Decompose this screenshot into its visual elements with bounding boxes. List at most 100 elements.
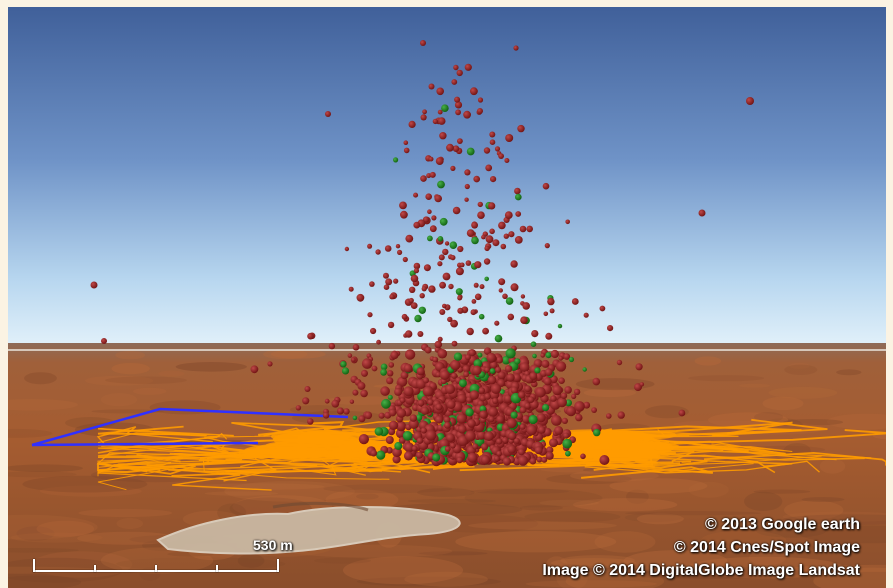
red-point-1224 — [508, 431, 517, 441]
red-point-95 — [464, 183, 470, 190]
red-point-1230 — [541, 456, 548, 463]
red-point-16 — [428, 285, 436, 293]
red-point-1240 — [420, 40, 426, 46]
red-point-1197 — [484, 431, 494, 442]
green-point-168 — [341, 367, 350, 375]
red-point-264 — [347, 353, 353, 358]
green-point-862 — [374, 427, 384, 436]
earth-3d-scene[interactable] — [8, 7, 886, 588]
red-point-150 — [617, 411, 625, 419]
red-point-125 — [304, 386, 311, 392]
red-point-1186 — [481, 443, 489, 451]
scale-bar — [33, 559, 279, 573]
red-point-102 — [498, 221, 506, 230]
red-point-794 — [388, 408, 397, 417]
red-point-1237 — [457, 424, 467, 434]
red-point-128 — [424, 346, 432, 354]
red-point-165 — [452, 206, 461, 215]
sky — [8, 7, 886, 347]
red-point-155 — [583, 401, 591, 409]
red-point-210 — [395, 244, 401, 249]
red-point-1126 — [519, 406, 527, 414]
red-point-1049 — [517, 455, 529, 466]
red-point-74 — [410, 274, 419, 283]
red-point-54 — [376, 339, 381, 345]
red-point-304 — [466, 327, 474, 336]
red-point-482 — [564, 386, 572, 394]
red-point-45 — [678, 409, 686, 417]
red-point-667 — [555, 361, 567, 372]
red-point-181 — [484, 245, 490, 252]
red-point-905 — [385, 436, 394, 444]
red-point-243 — [459, 262, 465, 268]
green-point-301 — [582, 367, 587, 372]
red-point-291 — [477, 108, 483, 114]
green-point-194 — [427, 235, 433, 242]
red-point-937 — [484, 367, 490, 373]
red-point-959 — [388, 420, 399, 430]
red-point-260 — [439, 281, 446, 289]
red-point-1059 — [488, 407, 498, 417]
red-point-307 — [456, 69, 463, 77]
red-point-235 — [451, 340, 458, 347]
red-point-1168 — [472, 365, 482, 376]
red-point-196 — [483, 258, 491, 265]
red-point-1225 — [496, 438, 503, 445]
red-point-50 — [485, 235, 494, 244]
red-point-193 — [545, 332, 553, 340]
red-point-222 — [540, 353, 545, 358]
red-point-215 — [250, 365, 259, 374]
red-point-94 — [349, 399, 355, 404]
green-point-208 — [393, 157, 399, 163]
red-point-1172 — [403, 386, 414, 397]
red-point-7 — [474, 293, 482, 301]
red-point-985 — [490, 361, 498, 369]
green-point-90 — [466, 147, 475, 156]
red-point-145 — [474, 261, 482, 269]
red-point-1134 — [445, 433, 455, 443]
red-point-186 — [399, 201, 407, 210]
red-point-1102 — [554, 426, 564, 435]
red-point-1218 — [467, 419, 476, 428]
red-point-286 — [447, 316, 453, 323]
red-point-1002 — [390, 351, 399, 360]
scale-label: 530 m — [253, 537, 293, 553]
red-point-284 — [419, 293, 425, 299]
red-point-217 — [356, 293, 365, 302]
green-point-276 — [568, 356, 575, 363]
points-layer — [90, 40, 754, 467]
red-point-1180 — [420, 427, 427, 434]
red-point-231 — [367, 243, 373, 249]
green-point-332 — [478, 313, 485, 320]
red-point-1223 — [450, 442, 456, 449]
red-point-1148 — [417, 399, 425, 407]
green-point-1166 — [458, 379, 467, 388]
red-point-1228 — [506, 373, 515, 382]
red-point-106 — [384, 245, 392, 252]
red-point-163 — [408, 120, 416, 128]
red-point-726 — [358, 434, 369, 445]
green-point-1064 — [528, 414, 538, 425]
red-point-1122 — [380, 386, 390, 396]
green-point-1137 — [593, 428, 601, 437]
red-point-780 — [541, 359, 550, 368]
red-point-1103 — [512, 373, 521, 382]
green-point-197 — [515, 193, 522, 201]
red-point-672 — [504, 365, 513, 373]
red-point-1158 — [519, 423, 526, 430]
red-point-176 — [405, 330, 413, 338]
red-point-1222 — [444, 446, 451, 452]
red-point-182 — [473, 282, 479, 288]
red-point-281 — [439, 132, 447, 140]
green-point-1221 — [465, 408, 474, 417]
map-viewer[interactable]: © 2013 Google earth © 2014 Cnes/Spot Ima… — [8, 7, 886, 588]
red-point-1125 — [526, 424, 537, 436]
red-point-944 — [432, 356, 439, 363]
green-point-59 — [557, 323, 563, 329]
red-point-339 — [425, 193, 433, 200]
red-point-573 — [392, 447, 402, 458]
red-point-311 — [435, 157, 444, 166]
red-point-220 — [422, 109, 427, 115]
red-point-308 — [599, 305, 606, 312]
red-point-490 — [599, 455, 610, 465]
